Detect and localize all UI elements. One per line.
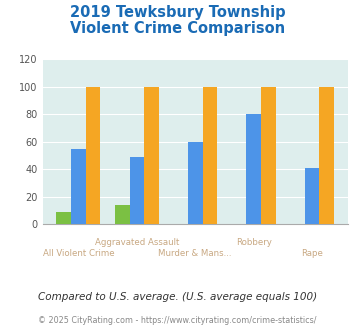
Bar	[144, 87, 159, 224]
Text: All Violent Crime: All Violent Crime	[43, 249, 114, 258]
Bar	[115, 205, 130, 224]
Bar	[246, 115, 261, 224]
Text: Rape: Rape	[301, 249, 323, 258]
Bar	[203, 87, 217, 224]
Bar	[130, 157, 144, 224]
Text: Aggravated Assault: Aggravated Assault	[95, 238, 179, 247]
Text: Compared to U.S. average. (U.S. average equals 100): Compared to U.S. average. (U.S. average …	[38, 292, 317, 302]
Legend: Tewksbury Township, New Jersey, National: Tewksbury Township, New Jersey, National	[26, 329, 355, 330]
Text: © 2025 CityRating.com - https://www.cityrating.com/crime-statistics/: © 2025 CityRating.com - https://www.city…	[38, 316, 317, 325]
Bar	[86, 87, 100, 224]
Text: 2019 Tewksbury Township: 2019 Tewksbury Township	[70, 5, 285, 20]
Bar	[305, 168, 320, 224]
Text: Violent Crime Comparison: Violent Crime Comparison	[70, 21, 285, 36]
Bar	[71, 149, 86, 224]
Bar	[188, 142, 203, 224]
Bar	[56, 212, 71, 224]
Text: Murder & Mans...: Murder & Mans...	[158, 249, 232, 258]
Text: Robbery: Robbery	[236, 238, 272, 247]
Bar	[320, 87, 334, 224]
Bar	[261, 87, 275, 224]
